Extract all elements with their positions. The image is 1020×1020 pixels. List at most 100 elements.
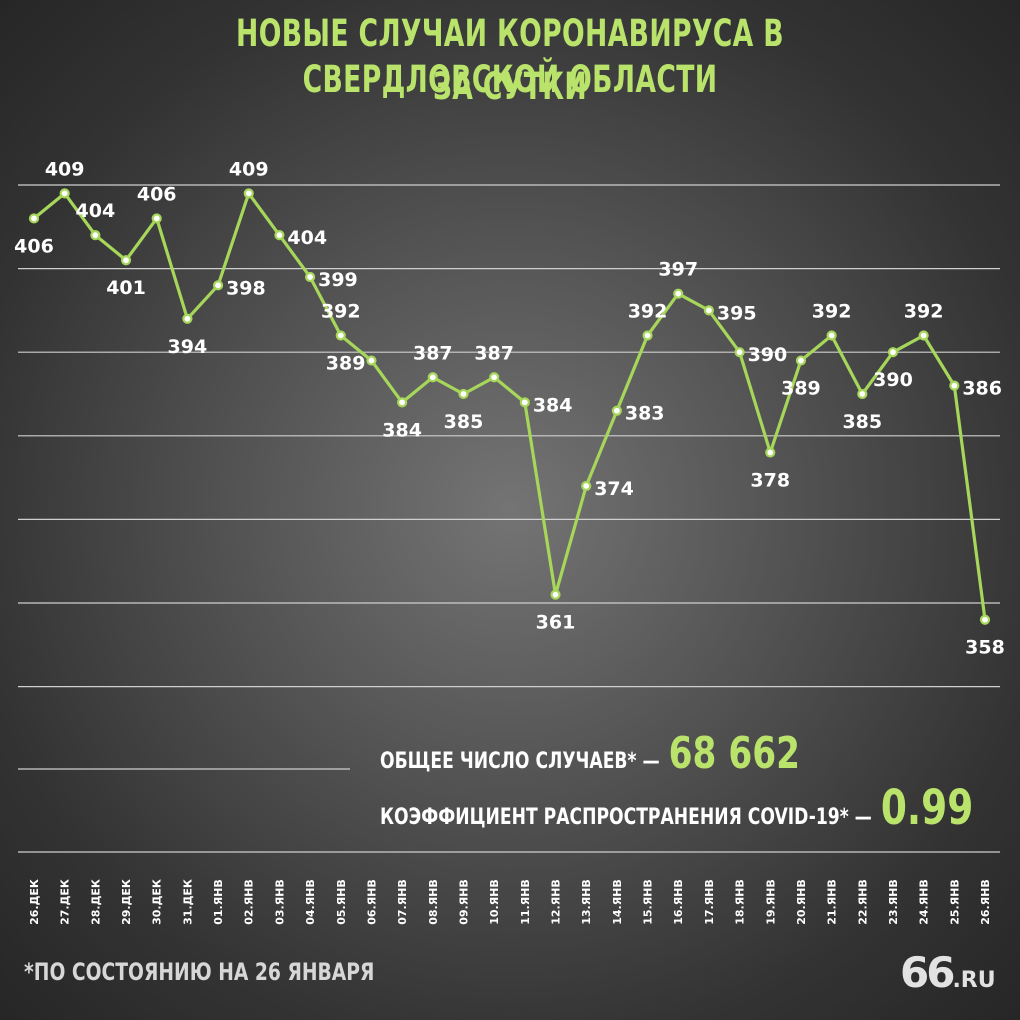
series-line-group — [32, 191, 987, 620]
x-tick-label: 18.ЯНВ — [734, 879, 747, 925]
data-label: 385 — [444, 411, 484, 433]
grid-lines — [18, 184, 1000, 853]
data-point — [274, 230, 285, 241]
data-label: 390 — [748, 344, 788, 366]
data-label: 397 — [658, 259, 698, 281]
data-point — [458, 388, 469, 400]
data-point — [949, 380, 960, 391]
data-label: 392 — [628, 300, 668, 322]
total-cases-value: 68 662 — [668, 728, 800, 779]
x-tick-label: 06.ЯНВ — [365, 879, 378, 925]
total-cases-stat: ОБЩЕЕ ЧИСЛО СЛУЧАЕВ* — 68 662 — [380, 728, 800, 779]
data-label: 392 — [812, 300, 852, 322]
data-label: 387 — [474, 342, 514, 364]
x-tick-label: 17.ЯНВ — [703, 879, 716, 925]
chart-title-line-2: ЗА СУТКИ — [432, 65, 588, 108]
x-tick-label: 15.ЯНВ — [642, 879, 655, 925]
data-point — [335, 330, 346, 341]
spread-coefficient-label: КОЭФФИЦИЕНТ РАСПРОСТРАНЕНИЯ COVID-19* — — [380, 805, 872, 830]
series-line — [32, 191, 987, 620]
x-tick-label: 30.ДЕК — [151, 879, 164, 925]
data-point — [120, 255, 132, 266]
logo-domain: .RU — [952, 968, 996, 993]
data-points — [28, 188, 991, 625]
chart-title-line-1: НОВЫЕ СЛУЧАИ КОРОНАВИРУСА В СВЕРДЛОВСКОЙ… — [236, 12, 784, 101]
data-label: 409 — [229, 158, 269, 180]
data-label: 406 — [14, 235, 54, 257]
data-point — [304, 271, 316, 283]
x-tick-label: 28.ДЕК — [89, 879, 102, 925]
data-point — [151, 213, 162, 224]
x-tick-label: 07.ЯНВ — [396, 879, 409, 925]
x-tick-label: 22.ЯНВ — [856, 879, 869, 925]
data-point — [397, 397, 408, 408]
data-label: 378 — [750, 470, 790, 492]
x-axis-ticks: 26.ДЕК 27.ДЕК 28.ДЕК 29.ДЕК 30.ДЕК 31.ДЕК 01.Я… — [28, 879, 992, 925]
data-label: 398 — [226, 277, 266, 299]
x-tick-label: 24.ЯНВ — [918, 879, 931, 925]
data-point — [611, 405, 622, 416]
data-point — [887, 347, 899, 358]
x-tick-label: 26.ЯНВ — [979, 879, 992, 925]
data-label: 384 — [382, 419, 422, 441]
data-point — [918, 330, 929, 341]
data-label: 358 — [965, 637, 1005, 659]
data-label: 394 — [168, 336, 208, 358]
data-label: 361 — [536, 612, 576, 634]
data-point — [243, 188, 254, 199]
x-tick-label: 09.ЯНВ — [457, 879, 470, 925]
data-point — [519, 397, 530, 408]
x-tick-label: 02.ЯНВ — [243, 879, 256, 925]
x-tick-label: 12.ЯНВ — [550, 879, 563, 925]
x-tick-label: 19.ЯНВ — [764, 879, 777, 925]
x-tick-label: 20.ЯНВ — [795, 879, 808, 925]
x-tick-label: 01.ЯНВ — [212, 879, 225, 925]
data-point — [59, 188, 70, 199]
data-point — [90, 230, 101, 241]
x-tick-label: 29.ДЕК — [120, 879, 133, 925]
data-label: 392 — [321, 300, 361, 322]
data-point — [734, 347, 745, 358]
data-label: 386 — [962, 378, 1002, 400]
x-tick-label: 16.ЯНВ — [672, 879, 685, 925]
data-point — [795, 355, 807, 366]
data-point — [857, 388, 868, 400]
data-label: 404 — [287, 227, 327, 249]
data-point — [550, 589, 561, 600]
data-point — [826, 330, 837, 341]
data-label: 406 — [137, 183, 177, 205]
data-label: 401 — [106, 277, 146, 299]
logo-number: 66 — [900, 948, 955, 997]
total-cases-label: ОБЩЕЕ ЧИСЛО СЛУЧАЕВ* — — [380, 749, 660, 774]
x-tick-label: 31.ДЕК — [181, 879, 194, 925]
data-label: 389 — [781, 378, 821, 400]
x-tick-label: 13.ЯНВ — [580, 879, 593, 925]
x-tick-label: 21.ЯНВ — [826, 879, 839, 925]
x-tick-label: 05.ЯНВ — [335, 879, 348, 925]
data-point — [642, 330, 653, 341]
x-tick-label: 04.ЯНВ — [304, 879, 317, 925]
data-point — [581, 480, 592, 492]
data-point — [212, 280, 224, 291]
data-point — [703, 305, 715, 316]
data-point — [182, 313, 193, 324]
x-tick-label: 26.ДЕК — [28, 879, 41, 925]
x-tick-label: 10.ЯНВ — [488, 879, 501, 925]
x-tick-label: 11.ЯНВ — [519, 879, 532, 925]
data-label: 392 — [904, 300, 944, 322]
data-point — [489, 372, 500, 383]
site-logo[interactable]: 66.RU — [900, 948, 996, 997]
spread-coefficient-stat: КОЭФФИЦИЕНТ РАСПРОСТРАНЕНИЯ COVID-19* — … — [380, 780, 973, 836]
x-tick-label: 08.ЯНВ — [427, 879, 440, 925]
data-label: 404 — [76, 200, 116, 222]
x-tick-label: 03.ЯНВ — [273, 879, 286, 925]
x-tick-label: 25.ЯНВ — [948, 879, 961, 925]
data-point — [673, 288, 684, 299]
data-label: 389 — [326, 353, 366, 375]
data-point — [366, 355, 377, 366]
data-point — [28, 213, 40, 224]
data-label: 374 — [594, 478, 634, 500]
data-label: 387 — [413, 342, 453, 364]
x-tick-label: 27.ДЕК — [59, 879, 72, 925]
